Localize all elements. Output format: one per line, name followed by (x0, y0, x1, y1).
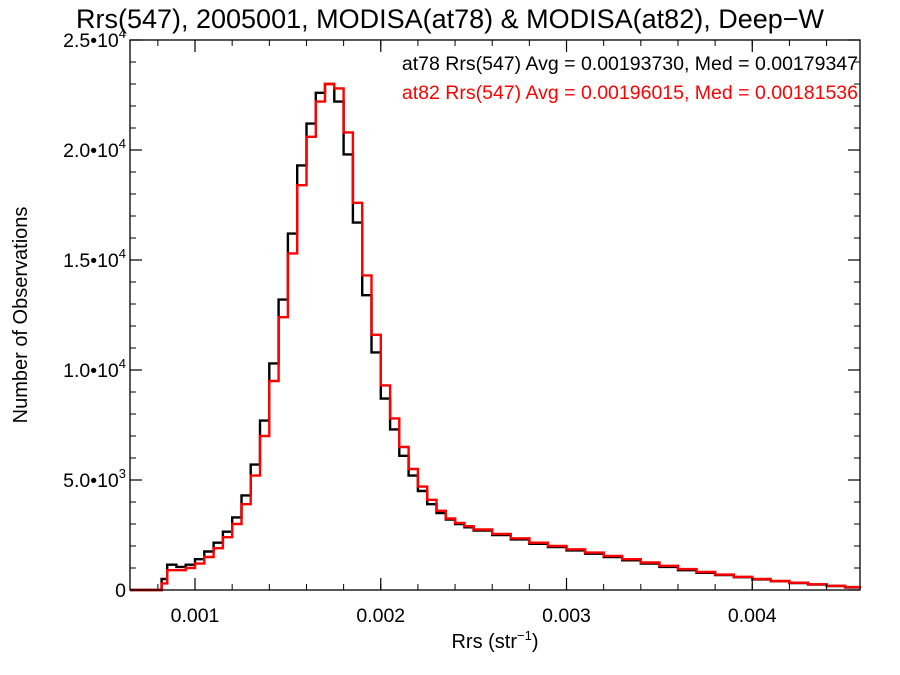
y-tick-label: 0 (115, 580, 126, 602)
x-tick-label: 0.004 (728, 605, 777, 627)
series-layer (130, 82, 862, 592)
annotation-at78: at78 Rrs(547) Avg = 0.00193730, Med = 0.… (402, 53, 858, 75)
y-tick-label: 1.5•104 (63, 246, 126, 272)
x-tick-label: 0.002 (356, 605, 405, 627)
y-axis: 0 5.0•103 1.0•104 1.5•104 2.0•104 2.5•104 (63, 26, 860, 602)
x-axis-label-close: ) (532, 631, 539, 653)
x-axis-label: Rrs (str−1) (451, 628, 538, 653)
y-tick-label: 1.0•104 (63, 356, 126, 382)
y-tick-label: 5.0•103 (63, 466, 126, 492)
x-tick-label: 0.003 (542, 605, 591, 627)
y-axis-label: Number of Observations (10, 207, 32, 424)
y-tick-label: 2.0•104 (63, 136, 126, 162)
y-tick-label: 2.5•104 (63, 26, 126, 52)
x-axis-label-main: Rrs (str (451, 631, 517, 653)
chart-title: Rrs(547), 2005001, MODISA(at78) & MODISA… (76, 4, 825, 34)
annotation-at82: at82 Rrs(547) Avg = 0.00196015, Med = 0.… (402, 82, 858, 104)
x-axis-label-exponent: −1 (517, 628, 532, 643)
series-line-1 (130, 82, 862, 592)
series-line-0 (130, 82, 862, 592)
x-tick-label: 0.001 (171, 605, 220, 627)
plot-frame (129, 39, 861, 591)
x-axis: 0.001 0.002 0.003 0.004 (157, 40, 828, 627)
